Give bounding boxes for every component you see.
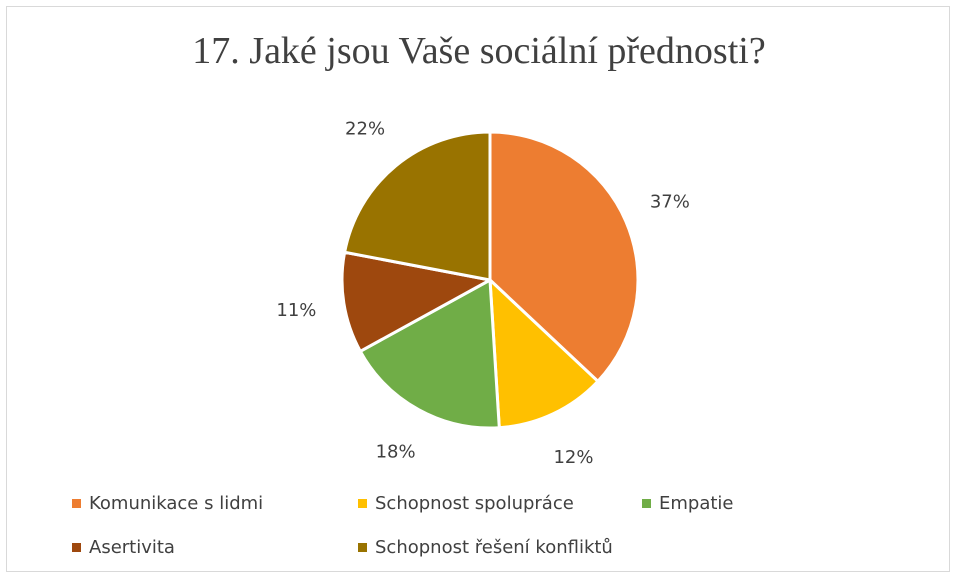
legend-label-2: Empatie [659, 492, 734, 514]
data-label-4: 22% [345, 118, 385, 139]
data-label-3: 11% [276, 300, 316, 321]
chart-title: 17. Jaké jsou Vaše sociální přednosti? [192, 30, 766, 72]
pie-slice-1 [488, 278, 600, 430]
data-label-2: 18% [376, 441, 416, 462]
data-label-1: 12% [553, 447, 593, 468]
pie-slice-2 [358, 278, 501, 430]
legend-item-4: Schopnost řešení konfliktů [358, 532, 613, 562]
legend-label-4: Schopnost řešení konfliktů [375, 536, 613, 558]
data-label-0: 37% [650, 192, 690, 213]
legend-label-0: Komunikace s lidmi [89, 492, 264, 514]
legend-item-2: Empatie [642, 488, 734, 518]
pie-slice-4 [343, 130, 492, 282]
legend-label-1: Schopnost spolupráce [375, 492, 574, 514]
legend-item-1: Schopnost spolupráce [358, 488, 574, 518]
legend-item-3: Asertivita [72, 532, 175, 562]
legend-swatch-4 [358, 542, 367, 552]
legend-label-3: Asertivita [89, 536, 175, 558]
pie-slice-0 [488, 130, 640, 383]
legend-swatch-2 [642, 498, 651, 508]
legend-item-0: Komunikace s lidmi [72, 488, 263, 518]
legend: Komunikace s lidmi Schopnost spolupráce … [72, 488, 892, 568]
legend-swatch-1 [358, 498, 367, 508]
legend-swatch-3 [72, 542, 81, 552]
pie-slice-3 [340, 250, 492, 353]
legend-swatch-0 [72, 498, 81, 508]
